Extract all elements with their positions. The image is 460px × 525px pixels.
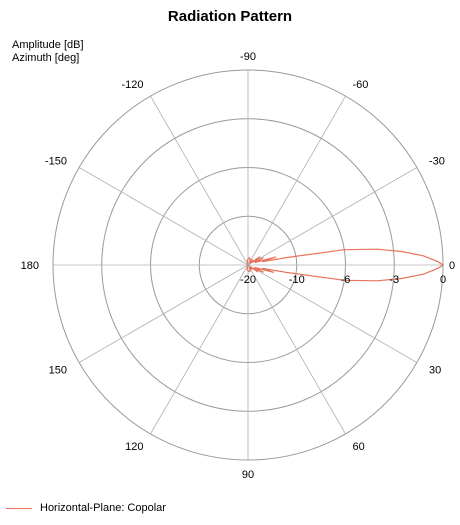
angular-tick-label: 150 (49, 365, 67, 377)
series-group (246, 248, 445, 282)
angular-axis-label: Azimuth [deg] (12, 52, 80, 64)
radial-tick-label: -20 (240, 274, 256, 286)
angular-tick-label: 180 (21, 260, 39, 272)
grid-spoke (78, 264, 249, 363)
grid-spoke (150, 95, 249, 266)
radial-tick-label: -6 (341, 274, 351, 286)
grid-spoke (150, 264, 249, 435)
legend-label: Horizontal-Plane: Copolar (40, 502, 166, 514)
angular-tick-label: 60 (353, 441, 365, 453)
angular-tick-label: -120 (121, 79, 143, 91)
legend-swatch (6, 507, 32, 509)
grid-spoke (247, 95, 346, 266)
chart-title: Radiation Pattern (167, 8, 293, 25)
grid-spoke (247, 264, 418, 363)
radial-tick-label: -3 (389, 274, 399, 286)
legend: Horizontal-Plane: Copolar (6, 500, 166, 516)
grid-spoke (247, 167, 418, 266)
radial-axis-label: Amplitude [dB] (12, 39, 84, 51)
angular-tick-label: 120 (125, 441, 143, 453)
radial-tick-label: -10 (289, 274, 305, 286)
angular-tick-label: 90 (242, 469, 254, 481)
angular-tick-label: 0 (449, 260, 455, 272)
angular-tick-label: -90 (240, 51, 256, 63)
angular-tick-label: -30 (429, 156, 445, 168)
angular-tick-label: -150 (45, 156, 67, 168)
radial-tick-labels: -20 -10 -6 -3 0 (240, 274, 446, 286)
grid-spoke (247, 264, 346, 435)
radial-tick-label: 0 (440, 274, 446, 286)
polar-grid (52, 69, 444, 461)
angular-tick-label: -60 (353, 79, 369, 91)
angular-tick-label: 30 (429, 365, 441, 377)
series-line (246, 248, 445, 282)
grid-spoke (78, 167, 249, 266)
